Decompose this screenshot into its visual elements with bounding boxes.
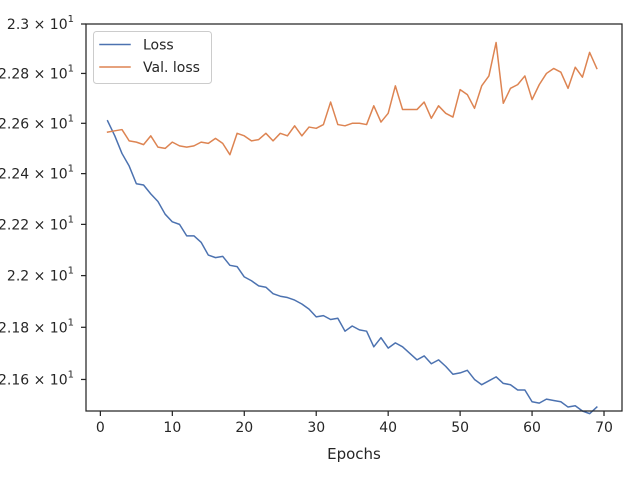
series-line-val-loss (106, 41, 598, 156)
y-tick-label: 2.22 × 101 (0, 214, 74, 233)
legend-label-loss: Loss (143, 38, 174, 54)
x-tick-label: 50 (451, 420, 469, 436)
x-tick-label: 30 (307, 420, 325, 436)
x-tick-label: 60 (523, 420, 541, 436)
legend: Loss Val. loss (93, 31, 212, 84)
plot-lines (106, 41, 598, 415)
x-tick-label: 10 (163, 420, 181, 436)
x-axis-title: Epochs (327, 445, 381, 463)
x-tick-label: 0 (96, 420, 105, 436)
y-tick-label: 2.2 × 101 (7, 266, 74, 285)
y-tick-label: 2.18 × 101 (0, 317, 74, 336)
series-line-loss (106, 119, 598, 415)
y-tick-label: 2.16 × 101 (0, 369, 74, 388)
legend-label-val-loss: Val. loss (143, 60, 200, 76)
y-tick-label: 2.3 × 101 (7, 14, 74, 33)
plot-frame (85, 23, 623, 412)
x-tick-label: 40 (379, 420, 397, 436)
x-tick-label: 20 (235, 420, 253, 436)
y-tick-label: 2.24 × 101 (0, 164, 74, 183)
y-tick-label: 2.28 × 101 (0, 63, 74, 82)
x-tick-label: 70 (595, 420, 613, 436)
x-axis-ticks: 0 10 20 30 40 50 60 70 (96, 411, 613, 436)
y-tick-label: 2.26 × 101 (0, 113, 74, 132)
y-axis-ticks: 2.16 × 101 2.18 × 101 2.2 × 101 2.22 × 101 2… (0, 14, 86, 388)
